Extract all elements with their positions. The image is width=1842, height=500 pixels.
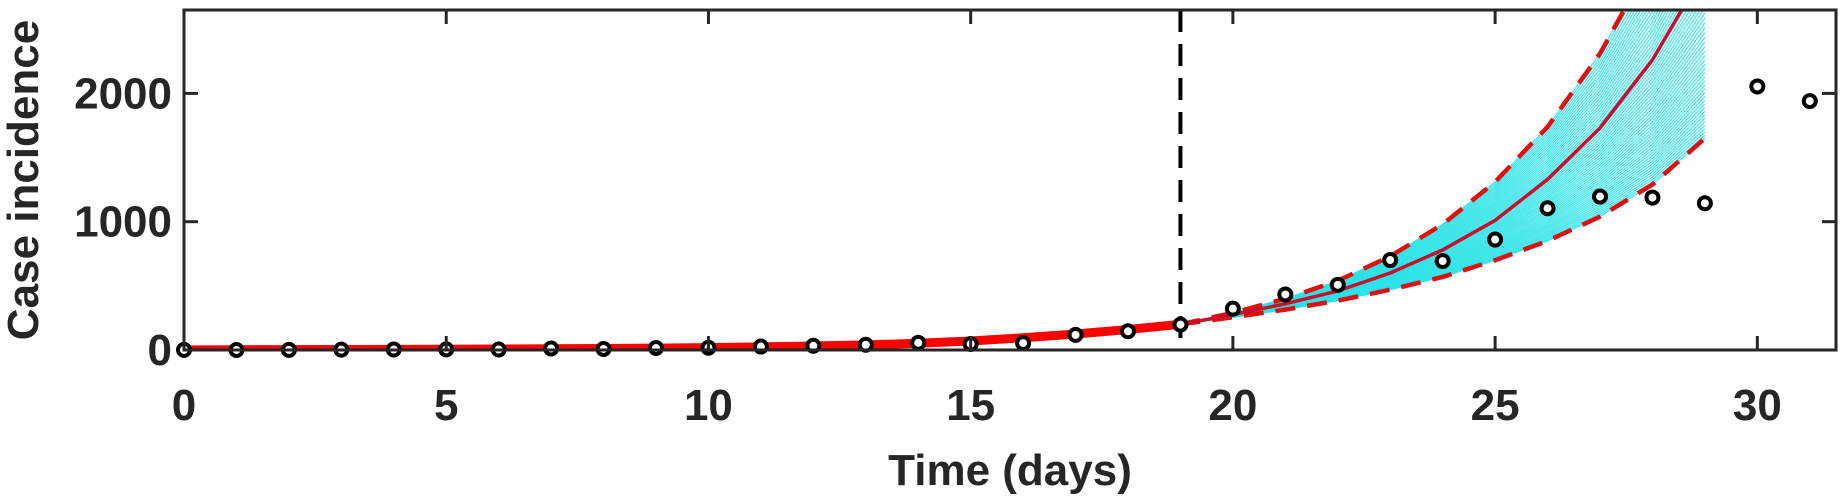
- observed-point: [1644, 189, 1661, 206]
- y-tick-label: 1000: [74, 198, 172, 247]
- observed-point: [1382, 252, 1399, 269]
- axis-ticks: 0 5 10 15 20 25 30 0 1000 2000: [74, 10, 1836, 430]
- x-axis-title: Time (days): [888, 446, 1132, 495]
- observed-point: [1592, 188, 1608, 205]
- x-tick-label: 20: [1208, 381, 1257, 430]
- observed-point: [1120, 323, 1136, 340]
- observed-point: [1277, 286, 1294, 303]
- observed-point: [1015, 335, 1032, 352]
- observed-point: [1487, 231, 1504, 248]
- observed-point: [1224, 300, 1241, 317]
- forecast-lower-bound: [1180, 136, 1707, 327]
- observed-point: [1801, 93, 1818, 110]
- observed-point: [543, 340, 560, 357]
- x-tick-label: 15: [946, 381, 995, 430]
- x-tick-label: 5: [434, 381, 458, 430]
- y-axis-title: Case incidence: [0, 20, 48, 340]
- observed-point: [1749, 78, 1766, 95]
- y-tick-label: 2000: [74, 69, 172, 118]
- forecast-mean-line: [1180, 10, 1684, 327]
- observed-point: [1696, 195, 1713, 212]
- observed-point: [1329, 276, 1346, 293]
- observed-point: [1067, 326, 1084, 343]
- x-tick-label: 0: [172, 381, 196, 430]
- observed-point: [1539, 200, 1556, 217]
- plot-frame: [182, 8, 1838, 352]
- forecast-upper-bound: [1179, 10, 1627, 327]
- x-tick-label: 30: [1733, 381, 1782, 430]
- x-tick-label: 25: [1471, 381, 1520, 430]
- observed-point: [1434, 253, 1451, 270]
- observed-point: [1172, 316, 1189, 333]
- observed-point: [910, 334, 927, 351]
- observed-point: [648, 339, 664, 356]
- x-tick-label: 10: [684, 381, 733, 430]
- y-tick-label: 0: [148, 326, 172, 375]
